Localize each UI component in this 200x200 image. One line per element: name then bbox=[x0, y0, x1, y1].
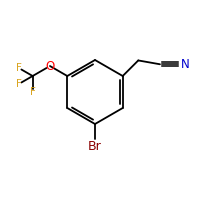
Text: F: F bbox=[16, 63, 22, 73]
Text: N: N bbox=[181, 58, 189, 71]
Text: F: F bbox=[16, 79, 22, 89]
Text: F: F bbox=[30, 87, 36, 97]
Text: Br: Br bbox=[88, 140, 102, 152]
Text: O: O bbox=[45, 60, 55, 72]
